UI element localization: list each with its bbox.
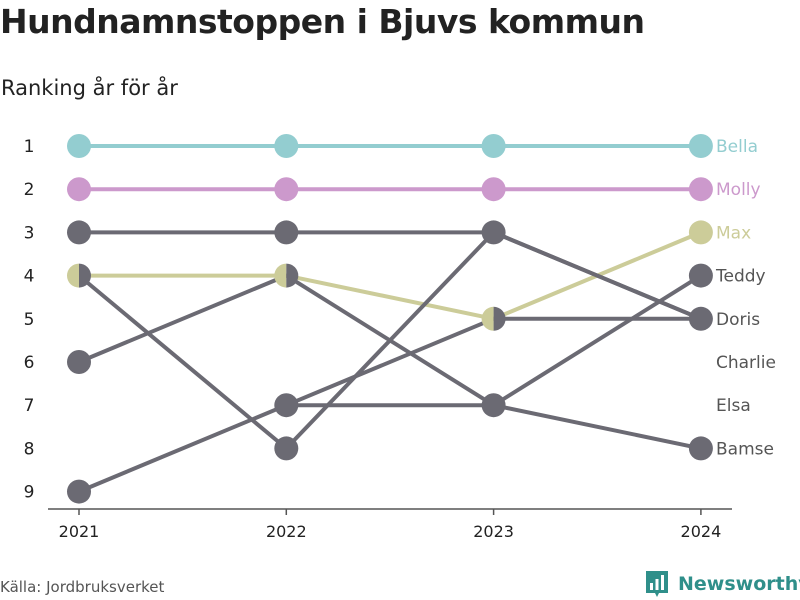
y-tick-label: 8 <box>24 439 35 459</box>
series-line-bamse <box>77 403 703 494</box>
end-label-bella: Bella <box>716 137 758 157</box>
series-line-elsa <box>284 316 703 408</box>
y-tick-label: 9 <box>24 483 35 503</box>
y-tick-label: 7 <box>24 396 35 416</box>
chart-subtitle: Ranking år för år <box>1 76 178 100</box>
marker-bella <box>688 134 713 158</box>
marker-charlie <box>67 220 91 245</box>
end-label-elsa: Elsa <box>716 396 751 416</box>
x-tick-label: 2023 <box>473 522 514 541</box>
marker-teddy <box>481 393 506 418</box>
x-axis: 2021 2022 2023 2024 <box>48 508 732 541</box>
marker-molly <box>481 177 506 202</box>
marker-max <box>688 220 713 245</box>
y-tick-label: 3 <box>24 223 35 243</box>
marker-doris <box>688 306 713 331</box>
end-label-doris: Doris <box>716 310 760 330</box>
marker-bamse <box>688 436 713 461</box>
brand-name: Newsworthy <box>678 573 800 595</box>
marker-molly <box>274 177 299 202</box>
source-note: Källa: Jordbruksverket <box>0 578 165 596</box>
marker-molly <box>688 177 713 202</box>
end-labels: Bella Molly Max Teddy Doris Charlie Elsa Bamse <box>715 137 776 459</box>
marker-teddy <box>67 350 91 374</box>
end-label-molly: Molly <box>716 180 761 200</box>
y-tick-label: 2 <box>24 180 35 200</box>
y-tick-label: 4 <box>24 267 35 287</box>
x-tick-label: 2021 <box>59 522 100 541</box>
marker-doris <box>481 220 506 245</box>
x-tick-label: 2022 <box>266 522 307 541</box>
end-label-teddy: Teddy <box>715 267 766 287</box>
marker-bella <box>274 134 299 158</box>
marker-max <box>481 306 494 331</box>
end-label-bamse: Bamse <box>716 439 774 459</box>
marker-doris <box>79 263 91 288</box>
marker-elsa <box>493 306 506 331</box>
marker-molly <box>67 177 91 202</box>
series-line-max <box>77 230 703 321</box>
marker-bamse <box>67 479 91 504</box>
series-lines <box>77 144 703 494</box>
series-markers <box>67 134 713 504</box>
y-tick-label: 1 <box>24 137 35 157</box>
marker-bella <box>67 134 91 158</box>
marker-elsa <box>274 393 299 418</box>
series-line-doris <box>77 230 703 451</box>
y-tick-label: 6 <box>24 353 35 373</box>
x-tick-label: 2024 <box>681 522 722 541</box>
brand-logo[interactable]: Newsworthy <box>644 569 800 599</box>
end-label-charlie: Charlie <box>716 353 776 373</box>
y-axis: 1 2 3 4 5 6 7 8 9 <box>24 137 35 503</box>
y-tick-label: 5 <box>24 310 35 330</box>
marker-doris <box>274 436 299 461</box>
marker-max <box>274 263 287 288</box>
marker-teddy <box>688 263 713 288</box>
marker-charlie <box>274 220 299 245</box>
marker-teddy <box>286 263 299 288</box>
marker-bella <box>481 134 506 158</box>
series-line-charlie <box>77 230 703 321</box>
marker-max <box>67 263 79 288</box>
chart-title: Hundnamnstoppen i Bjuvs kommun <box>0 2 645 41</box>
end-label-max: Max <box>716 223 751 243</box>
newsworthy-logo-icon <box>646 571 668 597</box>
